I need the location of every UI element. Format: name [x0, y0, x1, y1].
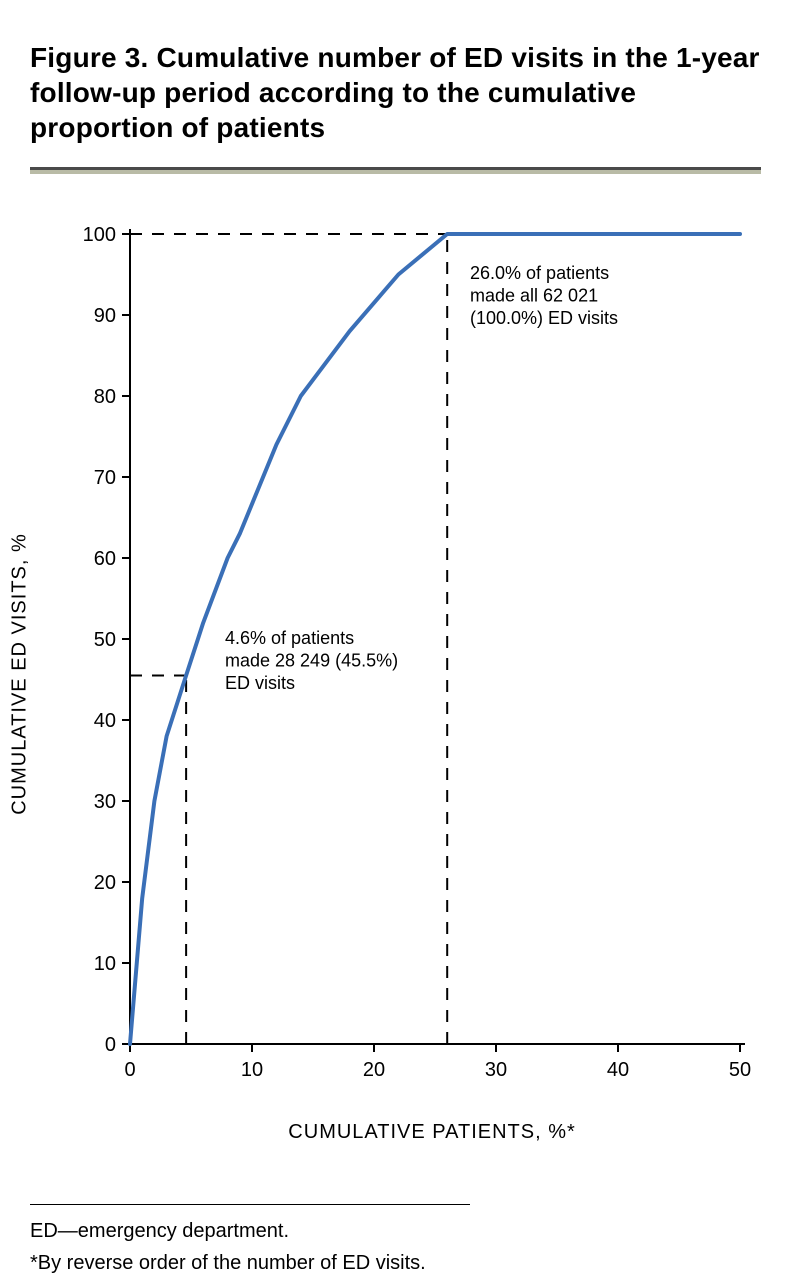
- y-tick-label: 10: [94, 953, 116, 975]
- x-tick-label: 30: [485, 1059, 507, 1081]
- x-tick-label: 20: [363, 1059, 385, 1081]
- figure-container: Figure 3. Cumulative number of ED visits…: [0, 0, 791, 1278]
- figure-title: Figure 3. Cumulative number of ED visits…: [30, 40, 761, 145]
- footnote-2: *By reverse order of the number of ED vi…: [30, 1247, 761, 1279]
- chart-area: 0 10 20 30 40 50 60 70 80 90 100 0 10 20 30 40 50 4.6% of…: [30, 214, 761, 1134]
- y-tick-label: 20: [94, 872, 116, 894]
- y-axis-label: CUMULATIVE ED VISITS, %: [9, 533, 32, 815]
- figure-label: Figure 3.: [30, 42, 149, 73]
- footnote-1: ED—emergency department.: [30, 1215, 761, 1247]
- x-tick-label: 10: [241, 1059, 263, 1081]
- x-axis-label: CUMULATIVE PATIENTS, %*: [288, 1121, 575, 1144]
- y-tick-label: 50: [94, 629, 116, 651]
- x-tick-label: 50: [729, 1059, 751, 1081]
- y-tick-label: 40: [94, 710, 116, 732]
- footnote-rule: [30, 1204, 470, 1205]
- y-tick-label: 90: [94, 305, 116, 327]
- annotation-text: 26.0% of patientsmade all 62 021(100.0%)…: [470, 263, 618, 328]
- y-tick-label: 60: [94, 548, 116, 570]
- y-tick-label: 0: [105, 1034, 116, 1056]
- y-tick-label: 30: [94, 791, 116, 813]
- y-tick-label: 80: [94, 386, 116, 408]
- x-tick-label: 0: [124, 1059, 135, 1081]
- annotation-text: 4.6% of patientsmade 28 249 (45.5%)ED vi…: [225, 628, 398, 693]
- header-rule-light: [30, 170, 761, 174]
- y-tick-label: 70: [94, 467, 116, 489]
- x-tick-label: 40: [607, 1059, 629, 1081]
- chart-svg: 0 10 20 30 40 50 60 70 80 90 100 0 10 20 30 40 50 4.6% of…: [30, 214, 761, 1134]
- series-line: [130, 234, 740, 1044]
- y-tick-label: 100: [83, 224, 116, 246]
- footnotes: ED—emergency department. *By reverse ord…: [30, 1204, 761, 1279]
